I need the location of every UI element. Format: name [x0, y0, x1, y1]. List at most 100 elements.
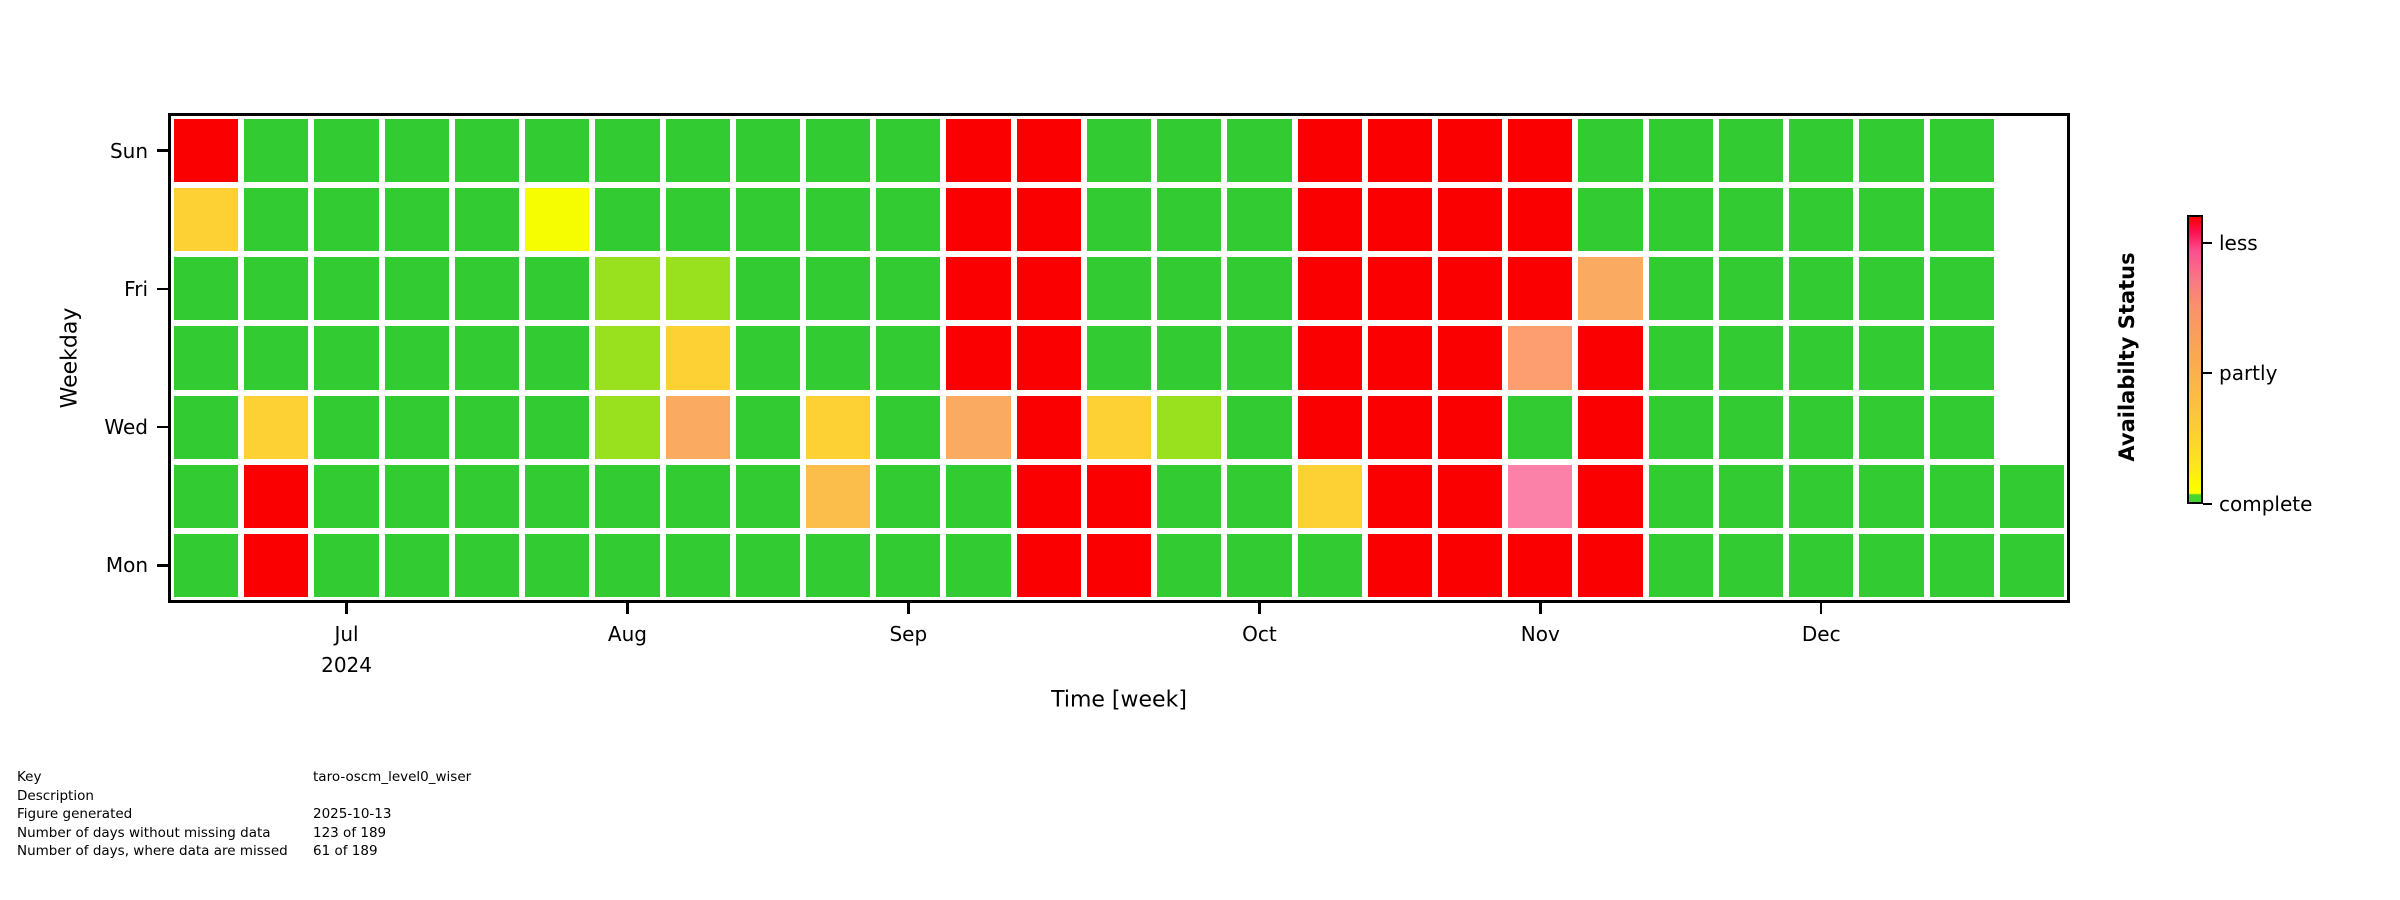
x-tick-mark [345, 603, 348, 614]
heatmap-cell [876, 533, 941, 597]
heatmap-cell [876, 464, 941, 528]
heatmap-cell [454, 533, 520, 597]
heatmap-cell [1929, 257, 1994, 321]
heatmap-cell [1578, 188, 1643, 252]
heatmap-cell [1157, 188, 1222, 252]
heatmap-cell [525, 395, 590, 459]
heatmap-cell [1508, 533, 1573, 597]
heatmap-cell [2000, 326, 2064, 389]
heatmap-cell [1648, 326, 1713, 390]
heatmap-cell [805, 188, 871, 252]
heatmap-cell [946, 533, 1011, 597]
y-tick-label: Mon [105, 553, 148, 578]
heatmap-cell [314, 464, 379, 528]
heatmap-cell [1718, 257, 1784, 321]
heatmap-cell [1508, 119, 1573, 183]
heatmap-cell [1789, 257, 1854, 321]
heatmap-cell [525, 119, 590, 183]
heatmap-cell [1859, 188, 1924, 252]
heatmap-cell [1367, 464, 1432, 528]
heatmap-cell [1227, 464, 1292, 528]
heatmap-cell [454, 257, 520, 321]
heatmap-cell [1016, 326, 1081, 390]
heatmap-cell [1508, 395, 1573, 459]
heatmap-cell [1578, 464, 1643, 528]
heatmap-cell [1718, 464, 1784, 528]
heatmap-cell [1297, 395, 1362, 459]
y-tick-mark [157, 149, 168, 152]
y-tick-mark [157, 287, 168, 291]
heatmap-cell [805, 395, 871, 459]
heatmap-cell [2000, 188, 2064, 251]
heatmap-cell [384, 188, 449, 252]
heatmap-cell [2000, 257, 2064, 320]
heatmap-cell [876, 188, 941, 252]
heatmap-cell [1718, 326, 1784, 390]
heatmap-cell [1227, 257, 1292, 321]
heatmap-cell [1437, 119, 1503, 183]
x-tick-mark [1539, 603, 1542, 614]
heatmap-cell [1789, 188, 1854, 252]
footer-row-value: 61 of 189 [313, 843, 378, 860]
heatmap-cell [1157, 533, 1222, 597]
x-tick-mark [1258, 603, 1261, 614]
heatmap-cell [1648, 119, 1713, 183]
footer-row-label: Key [17, 769, 42, 785]
heatmap-cell [665, 257, 730, 321]
heatmap-cell [946, 119, 1011, 183]
heatmap-cell [735, 119, 800, 183]
heatmap-cell [1508, 464, 1573, 528]
heatmap-cell [1157, 257, 1222, 321]
heatmap-cell [1718, 119, 1784, 183]
heatmap-cell [1508, 188, 1573, 252]
heatmap-cell [1016, 119, 1081, 183]
heatmap-cell [805, 257, 871, 321]
footer-row-value: 123 of 189 [313, 824, 387, 841]
heatmap-cell [454, 326, 520, 390]
heatmap-cell [174, 119, 239, 183]
heatmap-cell [1086, 464, 1152, 528]
heatmap-cell [1157, 326, 1222, 390]
heatmap-cell [1367, 395, 1432, 459]
heatmap-cell [1578, 533, 1643, 597]
heatmap-cell [174, 326, 239, 390]
heatmap-cell [314, 188, 379, 252]
heatmap-cell [805, 464, 871, 528]
heatmap-cell [384, 395, 449, 459]
heatmap-cell [454, 395, 520, 459]
x-tick-label: Sep [889, 622, 928, 646]
heatmap-cell [1859, 533, 1924, 597]
heatmap-cell [595, 119, 660, 183]
heatmap-cell [1297, 326, 1362, 390]
footer-row-label: Figure generated [17, 806, 133, 823]
heatmap-cell [1367, 119, 1432, 183]
heatmap-cell [1578, 257, 1643, 321]
heatmap-cell [314, 326, 379, 390]
heatmap-cell [2000, 119, 2064, 182]
colorbar [2187, 215, 2203, 504]
heatmap-cell [595, 395, 660, 459]
heatmap-cell [735, 464, 800, 528]
heatmap-cell [735, 188, 800, 252]
heatmap-cell [876, 257, 941, 321]
y-tick-mark [157, 564, 168, 567]
heatmap-cell [2000, 396, 2064, 459]
heatmap-cell [946, 326, 1011, 390]
heatmap-cell [1367, 257, 1432, 321]
heatmap-cell [1086, 188, 1152, 252]
heatmap-cell [174, 188, 239, 252]
heatmap-cell [946, 188, 1011, 252]
heatmap-cell [1929, 464, 1994, 528]
heatmap-cell [1297, 119, 1362, 183]
colorbar-tick-label: complete [2219, 492, 2313, 516]
footer-row-label: Number of days, where data are missed [17, 843, 288, 860]
heatmap-cell [244, 395, 309, 459]
heatmap-cell [1297, 257, 1362, 321]
heatmap-cell [1297, 464, 1362, 528]
heatmap-cell [1929, 395, 1994, 459]
heatmap-cell [1016, 395, 1081, 459]
y-axis-label: Weekday [57, 307, 83, 409]
x-tick-label: Jul [334, 622, 359, 646]
heatmap-cell [1297, 188, 1362, 252]
heatmap-cell [1016, 533, 1081, 597]
